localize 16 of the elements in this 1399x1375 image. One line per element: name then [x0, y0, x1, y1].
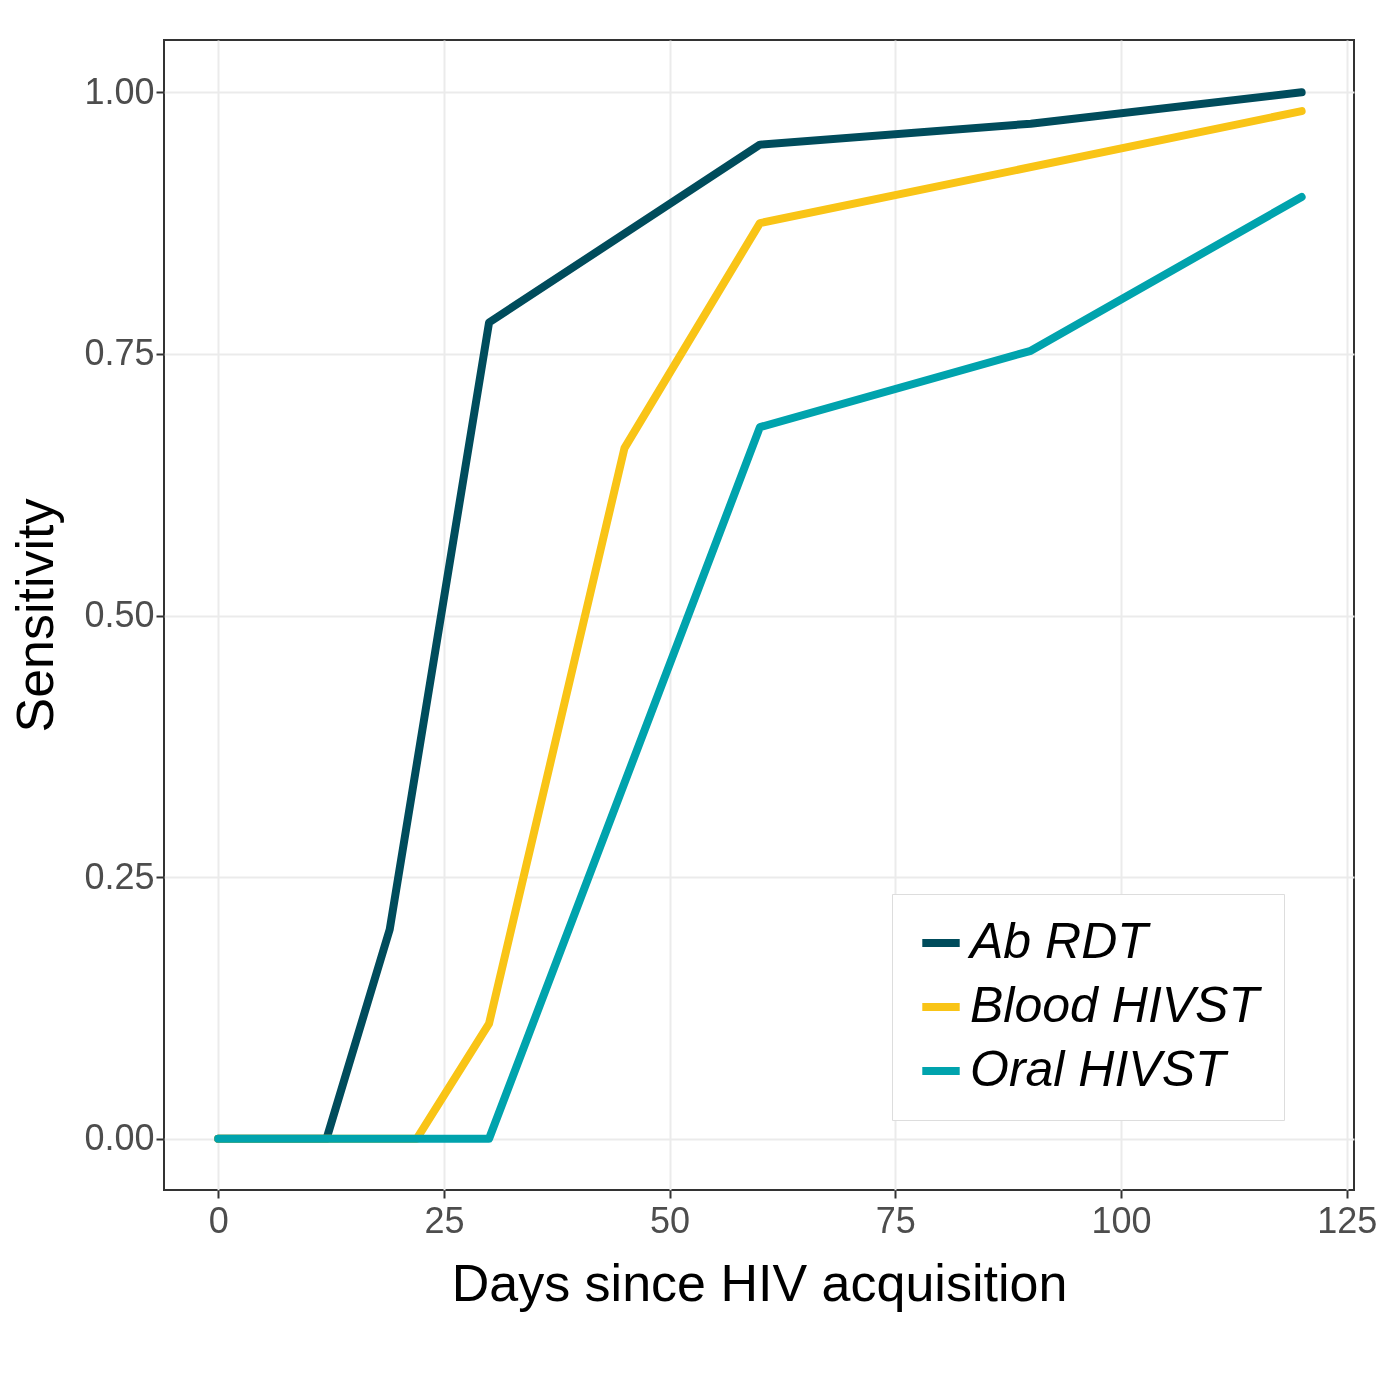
x-tick-label: 0	[208, 1199, 229, 1241]
x-tick-label: 50	[650, 1199, 691, 1241]
y-tick-label: 0.00	[84, 1117, 155, 1159]
legend-label: Ab RDT	[967, 913, 1152, 969]
x-tick-label: 100	[1091, 1199, 1152, 1241]
legend-label: Oral HIVST	[970, 1041, 1230, 1097]
x-tick-label: 25	[424, 1199, 465, 1241]
y-axis-title: Sensitivity	[6, 498, 65, 733]
x-tick-label: 75	[875, 1199, 916, 1241]
y-tick-label: 0.75	[84, 332, 155, 374]
x-axis-title: Days since HIV acquisition	[451, 1253, 1068, 1312]
legend-label: Blood HIVST	[970, 977, 1263, 1033]
y-tick-label: 1.00	[84, 70, 155, 112]
x-tick-label: 125	[1317, 1199, 1378, 1241]
y-tick-label: 0.25	[84, 855, 155, 897]
y-tick-label: 0.50	[84, 594, 155, 636]
